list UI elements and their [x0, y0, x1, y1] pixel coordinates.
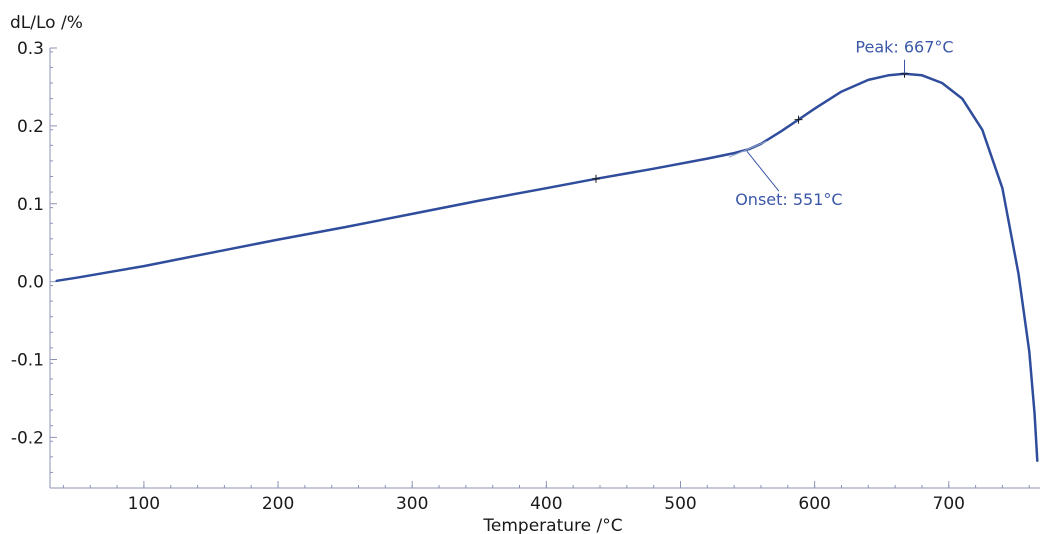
data-markers [591, 69, 909, 183]
y-tick-labels: 0.3 0.2 0.1 0.0 -0.1 -0.2 [11, 39, 44, 448]
x-tick-label: 300 [396, 494, 428, 514]
x-tick-label: 600 [798, 494, 830, 514]
data-series [55, 72, 1039, 462]
peak-annotation-label: Peak: 667°C [855, 38, 953, 57]
x-tick-labels: 100 200 300 400 500 600 700 [128, 494, 965, 514]
y-tick-label: 0.0 [17, 273, 44, 293]
x-axis-title: Temperature /°C [482, 516, 622, 534]
axes [49, 47, 1040, 489]
onset-tangent-line [728, 140, 768, 158]
annotations: Peak: 667°C Onset: 551°C [728, 38, 954, 209]
x-tick-label: 100 [128, 494, 160, 514]
x-tick-label: 700 [933, 494, 965, 514]
onset-leader-line [746, 150, 780, 192]
y-tick-label: -0.2 [11, 428, 44, 448]
y-tick-label: 0.1 [17, 195, 44, 215]
series-line [55, 72, 1039, 462]
onset-annotation-label: Onset: 551°C [735, 190, 842, 209]
x-tick-label: 200 [262, 494, 294, 514]
y-tick-label: -0.1 [11, 351, 44, 371]
y-tick-label: 0.2 [17, 117, 44, 137]
x-tick-label: 500 [664, 494, 696, 514]
y-tick-label: 0.3 [17, 39, 44, 59]
y-axis-title: dL/Lo /% [10, 13, 83, 33]
x-tick-label: 400 [530, 494, 562, 514]
